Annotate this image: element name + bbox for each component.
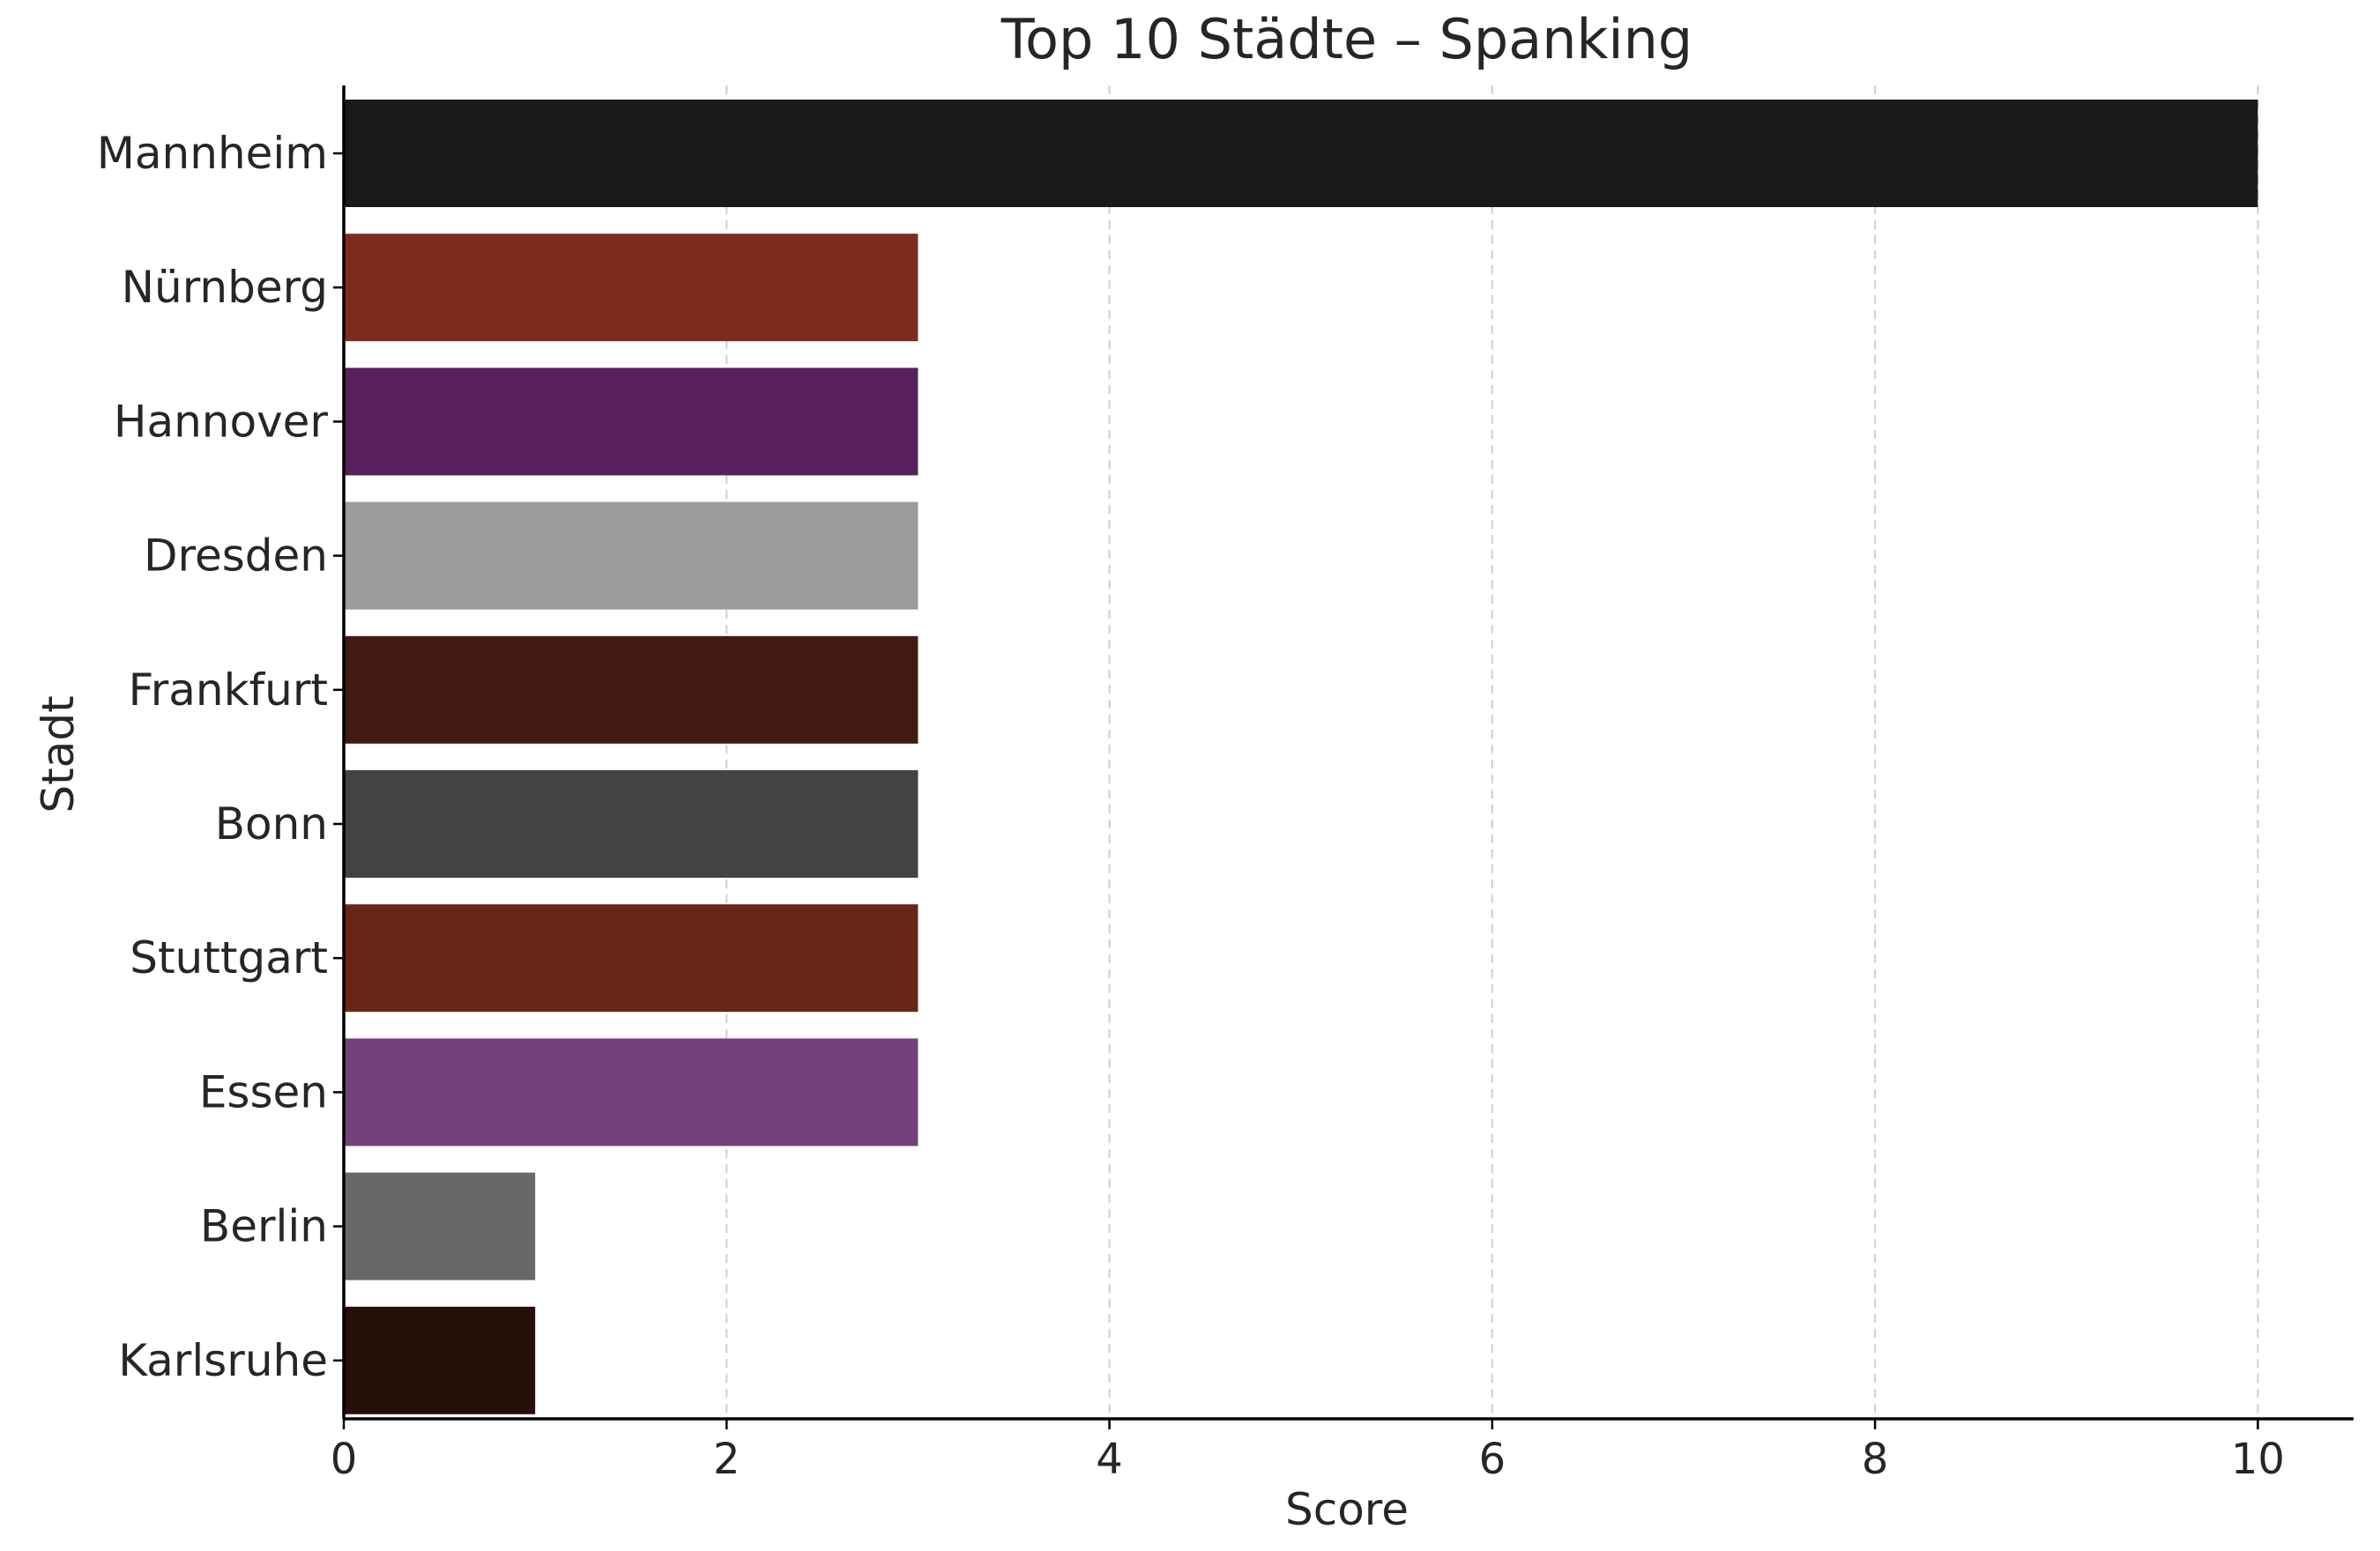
category-label: Berlin xyxy=(200,1201,328,1252)
x-tick-label: 2 xyxy=(713,1435,740,1484)
x-axis-ticks: 0 2 4 6 8 10 xyxy=(331,152,2285,1484)
category-label: Karlsruhe xyxy=(118,1335,328,1386)
x-tick-label: 4 xyxy=(1096,1435,1123,1484)
x-tick-label: 0 xyxy=(331,1435,358,1484)
x-axis-title: Score xyxy=(1285,1484,1409,1535)
y-axis-title: Stadt xyxy=(33,695,84,813)
category-label: Nürnberg xyxy=(122,262,328,313)
chart-title: Top 10 Städte – Spanking xyxy=(1000,7,1693,71)
bar-hannover xyxy=(344,367,919,476)
grid-lines xyxy=(725,85,2259,1419)
bar-essen xyxy=(344,1038,919,1147)
category-label: Frankfurt xyxy=(129,664,328,716)
x-tick-label: 6 xyxy=(1479,1435,1506,1484)
y-axis-category-labels: Mannheim Nürnberg Hannover Dresden Frankfurt… xyxy=(97,128,329,1386)
bar-stuttgart xyxy=(344,904,919,1013)
bar-karlsruhe xyxy=(344,1306,536,1414)
category-label: Dresden xyxy=(144,531,328,582)
axes xyxy=(342,85,2354,1421)
bar-dresden xyxy=(344,501,919,610)
bar-bonn xyxy=(344,770,919,878)
x-tick-label: 8 xyxy=(1862,1435,1889,1484)
bar-frankfurt xyxy=(344,635,919,744)
category-label: Bonn xyxy=(215,798,328,850)
category-label: Mannheim xyxy=(97,128,328,179)
bars xyxy=(344,100,2258,1414)
bar-mannheim xyxy=(344,100,2258,207)
category-label: Hannover xyxy=(114,396,329,447)
category-label: Stuttgart xyxy=(130,932,328,983)
x-tick-label: 10 xyxy=(2231,1435,2285,1484)
bar-berlin xyxy=(344,1172,536,1280)
bar-nürnberg xyxy=(344,234,919,342)
category-label: Essen xyxy=(199,1066,328,1117)
